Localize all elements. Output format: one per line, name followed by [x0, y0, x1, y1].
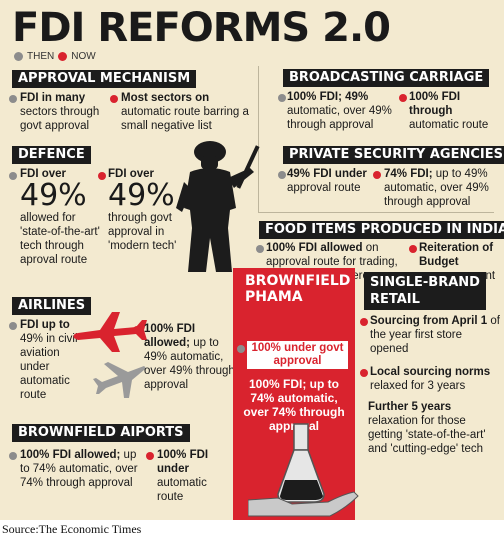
airplane-grey-icon — [93, 362, 146, 398]
airports-now-dot — [146, 452, 154, 460]
defence-then-text: FDI over 49% allowed for 'state-of-the-a… — [20, 167, 102, 267]
legend-then-dot — [14, 52, 23, 61]
broadcasting-now-dot — [399, 94, 407, 102]
single-brand-point1-text: Sourcing from April 1 of the year first … — [370, 315, 500, 355]
approval-now-dot — [110, 95, 118, 103]
divider-horizontal — [258, 212, 494, 213]
approval-then-text: FDI in many sectors through govt approva… — [20, 92, 100, 132]
single-brand-point2-dot — [360, 369, 368, 377]
legend-now-label: NOW — [71, 51, 96, 62]
security-then-dot — [278, 171, 286, 179]
approval-then-dot — [9, 95, 17, 103]
broadcasting-header: BROADCASTING CARRIAGE — [283, 69, 490, 87]
defence-now-dot — [98, 172, 106, 180]
defence-now-text: FDI over 49% through govt approval in 'm… — [108, 167, 184, 253]
defence-then-percent: 49% — [20, 178, 87, 213]
defence-header: DEFENCE — [12, 146, 91, 164]
airlines-now-text: 100% FDI allowed; up to 49% automatic, o… — [144, 323, 235, 391]
defence-then-dot — [9, 172, 17, 180]
approval-now-text: Most sectors on automatic route barring … — [121, 92, 249, 132]
airports-then-text: 100% FDI allowed; up to 74% automatic, o… — [20, 449, 138, 489]
security-header: PRIVATE SECURITY AGENCIES — [283, 146, 504, 164]
airlines-now-dot — [133, 326, 141, 334]
flask-in-hand-icon — [248, 423, 359, 517]
defence-now-percent: 49% — [108, 178, 175, 213]
broadcasting-now-text: 100% FDI through automatic route — [409, 91, 489, 131]
legend: THEN NOW — [14, 51, 96, 62]
food-then-dot — [256, 245, 264, 253]
source-credit: Source:The Economic Times — [2, 522, 142, 536]
single-brand-header: SINGLE-BRAND RETAIL — [364, 272, 486, 310]
food-now-dot — [409, 245, 417, 253]
legend-then-label: THEN — [27, 51, 55, 62]
divider-vertical — [258, 66, 259, 212]
single-brand-point1-dot — [360, 318, 368, 326]
airlines-header: AIRLINES — [12, 297, 92, 315]
approval-header: APPROVAL MECHANISM — [12, 70, 197, 88]
infographic: FDI REFORMS 2.0 THEN NOW APPROVAL MECHAN… — [0, 0, 504, 520]
airlines-then-text: FDI up to 49% in civil aviation under au… — [20, 319, 78, 401]
airports-now-text: 100% FDI under automatic route — [157, 449, 209, 503]
page-title: FDI REFORMS 2.0 — [12, 5, 391, 51]
broadcasting-then-dot — [278, 94, 286, 102]
pharma-then-text: 100% under govt approval — [247, 341, 348, 369]
airports-header: BROWNFIELD AIPORTS — [12, 424, 190, 442]
security-now-dot — [373, 171, 381, 179]
security-now-text: 74% FDI; up to 49% automatic, over 49% t… — [384, 168, 489, 208]
food-header: FOOD ITEMS PRODUCED IN INDIA — [259, 221, 504, 239]
airports-then-dot — [9, 452, 17, 460]
airlines-then-dot — [9, 322, 17, 330]
broadcasting-then-text: 100% FDI; 49% automatic, over 49% throug… — [287, 91, 392, 131]
single-brand-point3-text: Further 5 years relaxation for those get… — [368, 401, 486, 455]
pharma-header: BROWNFIELD PHAMA — [245, 273, 351, 305]
soldier-silhouette-icon — [176, 141, 260, 272]
airplane-red-icon — [73, 312, 147, 352]
pharma-then-dot — [237, 345, 245, 353]
security-then-text: 49% FDI under approval route — [287, 168, 367, 194]
single-brand-point2-text: Local sourcing norms relaxed for 3 years — [370, 366, 491, 392]
legend-now-dot — [58, 52, 68, 61]
